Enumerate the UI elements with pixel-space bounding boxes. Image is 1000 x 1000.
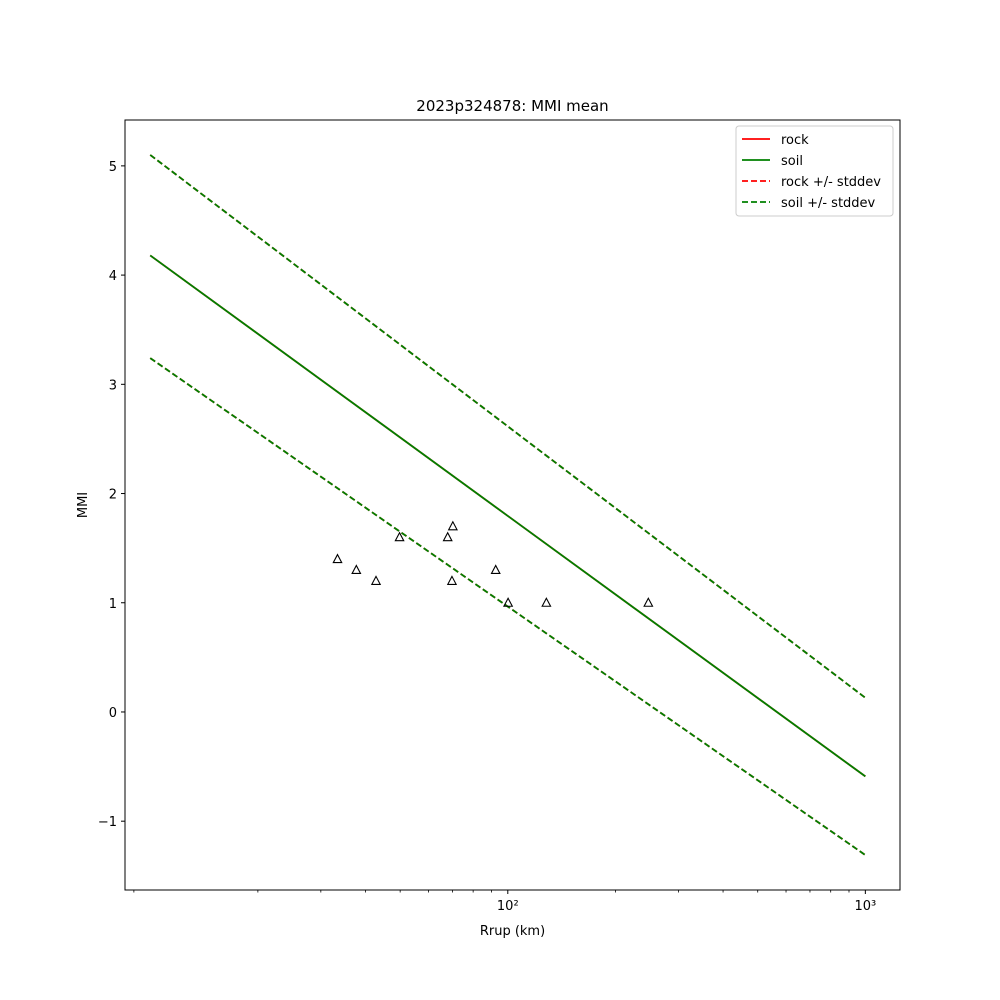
y-tick-label-4: 3	[109, 378, 117, 393]
data-point-4	[442, 531, 453, 542]
axes-frame	[124, 119, 901, 891]
legend: rock soil rock +/- stddev soil +/- stddev	[735, 125, 894, 217]
y-tick-label-1: 0	[109, 706, 117, 721]
legend-box	[735, 125, 894, 217]
plot-area	[149, 154, 866, 856]
x-axis-label: Rrup (km)	[480, 924, 545, 939]
y-tick-label-5: 4	[109, 269, 117, 284]
data-point-9	[541, 597, 552, 607]
legend-label-3: soil +/- stddev	[781, 196, 876, 211]
legend-label-2: rock +/- stddev	[781, 175, 881, 190]
axes: −1 0 1 2 3 4 5 10² 10³	[98, 119, 901, 914]
x-tick-label-0: 10²	[497, 899, 519, 914]
y-tick-label-3: 2	[109, 488, 117, 503]
series-line-soil-stddev-upper	[149, 154, 866, 699]
legend-label-0: rock	[781, 133, 809, 148]
legend-label-1: soil	[781, 154, 803, 169]
data-point-0	[332, 553, 343, 564]
chart-title: 2023p324878: MMI mean	[416, 97, 608, 115]
y-tick-label-2: 1	[109, 597, 117, 612]
y-tick-label-6: 5	[109, 160, 117, 175]
data-point-10	[643, 597, 654, 607]
data-point-1	[351, 564, 362, 575]
data-point-7	[490, 564, 501, 575]
y-axis-label: MMI	[76, 492, 91, 518]
data-point-2	[370, 575, 382, 585]
data-point-5	[447, 520, 458, 531]
series-line-soil	[149, 254, 866, 778]
data-point-6	[446, 575, 458, 585]
data-point-3	[394, 531, 405, 542]
y-tick-label-0: −1	[98, 815, 117, 830]
x-tick-label-1: 10³	[854, 899, 876, 914]
data-point-8	[502, 597, 514, 607]
